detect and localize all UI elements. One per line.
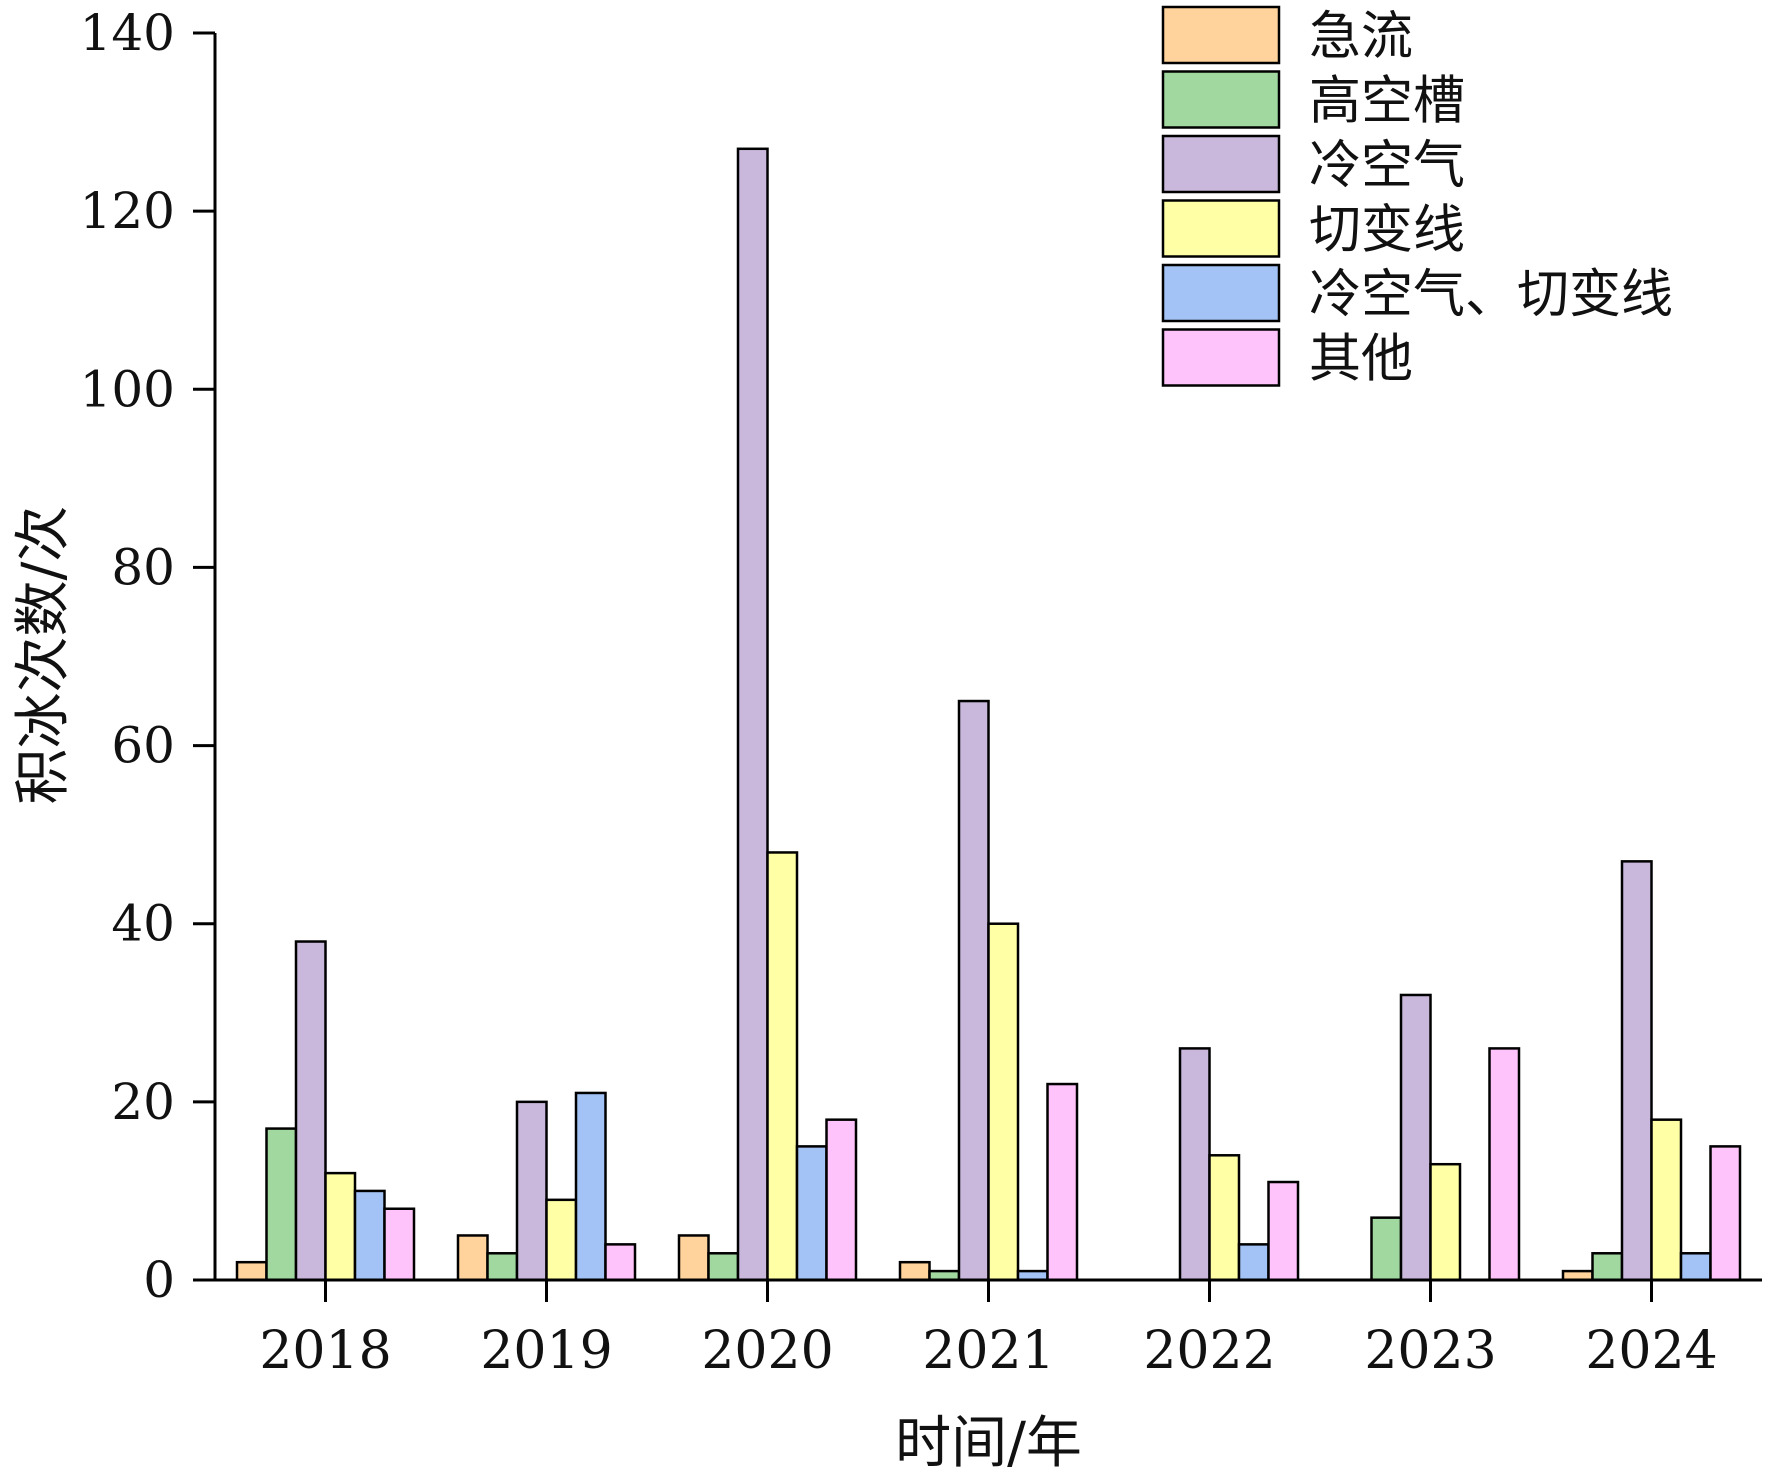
bar — [1650, 1118, 1683, 1282]
bar — [1399, 993, 1432, 1282]
x-tick-label: 2022 — [1143, 1321, 1275, 1381]
bar — [898, 1260, 931, 1282]
legend-label: 冷空气 — [1309, 136, 1465, 196]
bar — [456, 1234, 489, 1282]
legend-label: 切变线 — [1309, 201, 1465, 261]
y-tick-label: 120 — [80, 182, 175, 240]
y-axis-title: 积冰次数/次 — [11, 506, 76, 805]
legend-swatch — [1161, 134, 1281, 194]
bar — [1488, 1047, 1521, 1282]
y-tick-label: 40 — [111, 895, 175, 953]
bar — [1178, 1047, 1211, 1282]
x-tick-label: 2023 — [1364, 1321, 1496, 1381]
bar — [1620, 860, 1653, 1282]
bar — [1429, 1162, 1462, 1282]
bar — [1591, 1252, 1624, 1282]
bar — [707, 1252, 740, 1282]
bar — [1679, 1252, 1712, 1282]
bars-group — [235, 147, 1742, 1282]
legend-swatch — [1161, 70, 1281, 129]
y-tick-label: 0 — [143, 1251, 175, 1309]
bar — [486, 1252, 519, 1282]
x-ticks-group: 2018 2019 2020 2021 2022 2023 2024 — [259, 1280, 1718, 1381]
y-tick-label: 100 — [80, 360, 175, 418]
bar — [1267, 1180, 1300, 1282]
legend-swatch — [1161, 199, 1281, 258]
bar — [736, 147, 769, 1282]
bar — [353, 1189, 386, 1282]
x-tick-label: 2020 — [701, 1321, 833, 1381]
legend-label: 急流 — [1309, 7, 1413, 67]
x-tick-label: 2024 — [1585, 1321, 1717, 1381]
x-axis-title: 时间/年 — [895, 1411, 1082, 1476]
legend-swatch — [1161, 263, 1281, 323]
y-tick-label: 60 — [111, 717, 175, 775]
legend-swatch — [1161, 5, 1281, 65]
x-tick-label: 2019 — [480, 1321, 612, 1381]
bar — [324, 1171, 357, 1282]
bar — [766, 851, 799, 1282]
bar — [265, 1127, 298, 1282]
legend-label: 冷空气、切变线 — [1309, 265, 1673, 325]
y-ticks-group: 0 20 40 60 80 100 120 140 — [80, 4, 215, 1309]
bar — [604, 1243, 637, 1282]
x-tick-label: 2021 — [922, 1321, 1054, 1381]
legend-swatch — [1161, 328, 1281, 387]
y-tick-label: 80 — [111, 538, 175, 596]
legend-label: 其他 — [1309, 330, 1413, 390]
bar — [545, 1198, 578, 1282]
bar — [1208, 1154, 1241, 1282]
bar — [677, 1234, 710, 1282]
bar — [1237, 1243, 1270, 1282]
bar — [294, 940, 327, 1282]
bar — [1370, 1216, 1403, 1282]
bar — [515, 1100, 548, 1282]
bar — [574, 1091, 607, 1282]
x-tick-label: 2018 — [259, 1321, 391, 1381]
bar — [957, 699, 990, 1282]
y-tick-label: 20 — [111, 1073, 175, 1131]
bar — [987, 922, 1020, 1282]
bar — [383, 1207, 416, 1282]
y-tick-label: 140 — [80, 4, 175, 62]
bar — [825, 1118, 858, 1282]
bar — [1709, 1145, 1742, 1282]
bar — [1046, 1082, 1079, 1282]
bar — [235, 1260, 268, 1282]
bar — [795, 1145, 828, 1282]
legend-label: 高空槽 — [1309, 72, 1465, 132]
